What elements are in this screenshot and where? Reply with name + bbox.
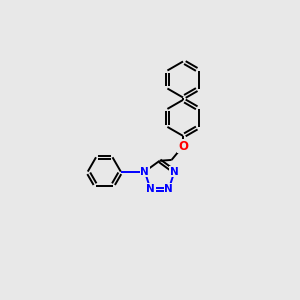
Text: N: N [140, 167, 149, 177]
Text: O: O [178, 140, 188, 153]
Text: O: O [178, 140, 188, 153]
Text: N: N [164, 184, 173, 194]
Text: N: N [140, 167, 149, 177]
Text: N: N [146, 184, 155, 194]
Text: N: N [170, 167, 179, 177]
